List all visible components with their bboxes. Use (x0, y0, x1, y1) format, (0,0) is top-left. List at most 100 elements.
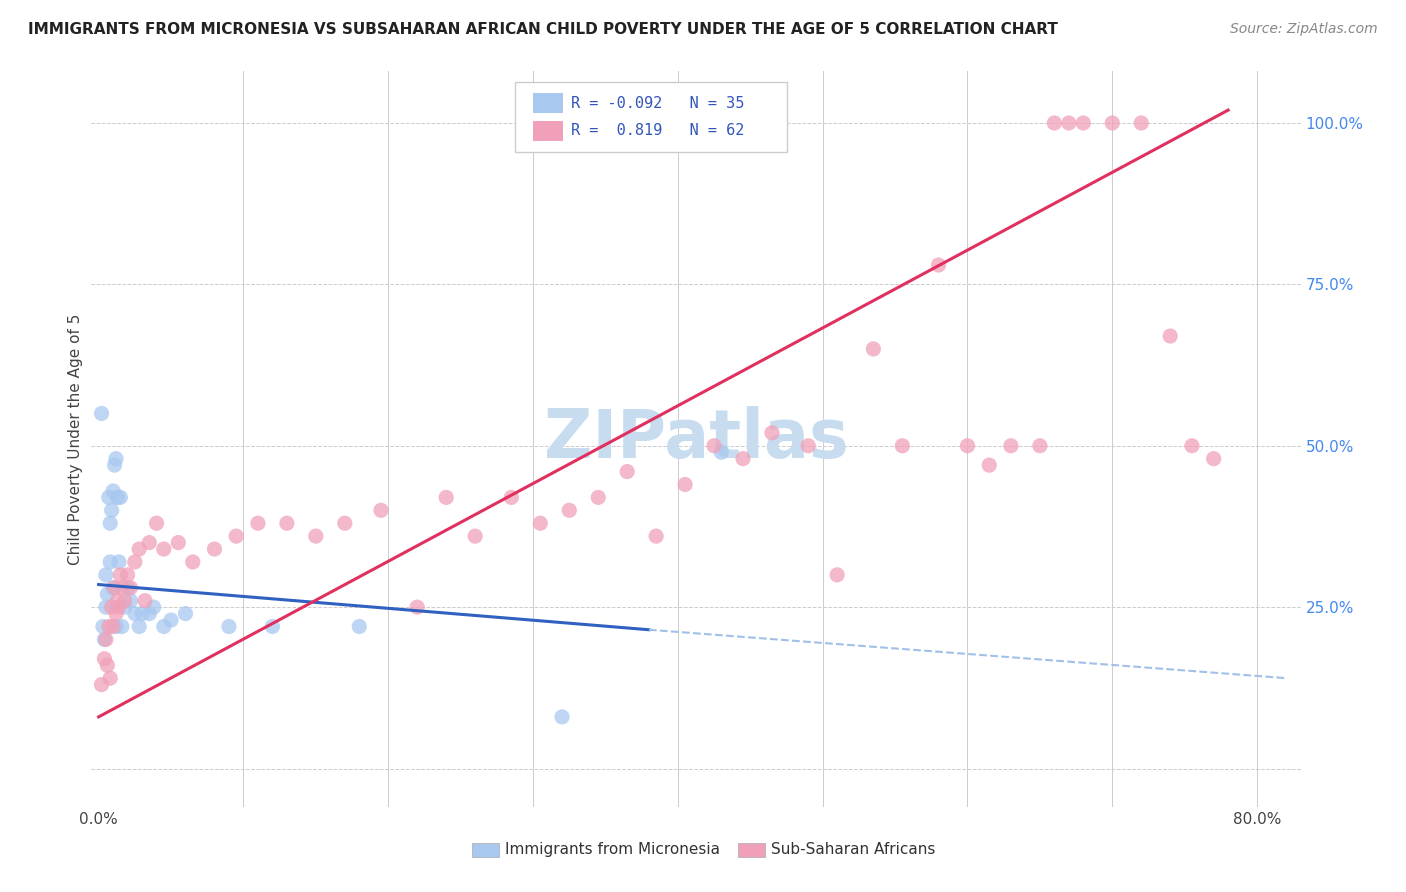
Point (1202, 451, 1225, 466)
Point (117, 581, 139, 595)
Point (94, 567, 117, 582)
Point (434, 491, 457, 505)
Point (276, 516, 298, 531)
Point (501, 491, 523, 505)
Point (529, 516, 551, 531)
Point (93, 652, 115, 666)
Point (152, 619, 174, 633)
Point (94, 600, 117, 615)
Point (96, 658, 118, 673)
Point (107, 593, 129, 607)
Point (98, 555, 121, 569)
Point (97, 619, 120, 633)
Point (928, 258, 950, 272)
Point (174, 607, 197, 621)
Point (1101, 116, 1123, 130)
Point (138, 535, 160, 549)
Point (551, 710, 574, 724)
Point (761, 425, 783, 440)
Point (333, 516, 356, 531)
Point (128, 542, 150, 557)
Point (616, 465, 638, 479)
Point (1181, 439, 1204, 453)
Point (370, 503, 392, 517)
Point (103, 458, 125, 472)
Point (114, 600, 136, 615)
Point (167, 535, 190, 549)
Point (160, 613, 183, 627)
Point (1159, 329, 1181, 343)
Point (98, 516, 121, 531)
Point (645, 529, 668, 543)
Point (1073, 116, 1095, 130)
Point (262, 619, 284, 633)
Bar (533, 93, 562, 113)
Point (1000, 439, 1022, 453)
Point (825, 567, 848, 582)
Point (108, 600, 131, 615)
Point (101, 483, 124, 498)
Point (90, 407, 112, 421)
Point (710, 445, 733, 459)
Point (105, 451, 128, 466)
Point (181, 555, 204, 569)
Text: ZIPatlas: ZIPatlas (544, 407, 848, 472)
Point (134, 593, 156, 607)
Point (349, 619, 371, 633)
Point (218, 619, 240, 633)
Point (98, 671, 121, 685)
Point (131, 607, 153, 621)
Point (138, 607, 160, 621)
Point (105, 607, 128, 621)
Text: IMMIGRANTS FROM MICRONESIA VS SUBSAHARAN AFRICAN CHILD POVERTY UNDER THE AGE OF : IMMIGRANTS FROM MICRONESIA VS SUBSAHARAN… (28, 22, 1057, 37)
Point (145, 516, 167, 531)
Point (246, 516, 269, 531)
Point (1043, 116, 1066, 130)
Point (91, 619, 114, 633)
Point (100, 600, 122, 615)
Point (703, 439, 725, 453)
Point (110, 567, 132, 582)
Point (111, 619, 134, 633)
Text: Source: ZipAtlas.com: Source: ZipAtlas.com (1230, 22, 1378, 37)
Point (979, 458, 1001, 472)
Point (110, 491, 132, 505)
Point (93, 632, 115, 647)
Point (101, 581, 124, 595)
Point (103, 581, 125, 595)
Point (152, 542, 174, 557)
Point (96, 587, 118, 601)
Y-axis label: Child Poverty Under the Age of 5: Child Poverty Under the Age of 5 (67, 314, 83, 565)
Point (1029, 439, 1052, 453)
Point (120, 593, 142, 607)
Point (117, 567, 139, 582)
Text: Sub-Saharan Africans: Sub-Saharan Africans (770, 842, 935, 857)
Point (1057, 116, 1080, 130)
Point (111, 581, 134, 595)
Point (94, 632, 117, 647)
Point (305, 529, 328, 543)
Point (891, 439, 914, 453)
FancyBboxPatch shape (515, 82, 786, 153)
Point (731, 451, 754, 466)
Point (862, 342, 884, 356)
Point (124, 555, 146, 569)
Point (956, 439, 979, 453)
Point (128, 619, 150, 633)
Bar (738, 843, 765, 857)
Point (558, 503, 581, 517)
Point (97, 491, 120, 505)
Point (107, 491, 129, 505)
Point (90, 678, 112, 692)
Text: R = -0.092   N = 35: R = -0.092 N = 35 (571, 95, 745, 111)
Point (673, 477, 696, 491)
Point (1130, 116, 1153, 130)
Point (105, 619, 128, 633)
Point (114, 593, 136, 607)
Point (464, 529, 486, 543)
Point (406, 600, 429, 615)
Text: Immigrants from Micronesia: Immigrants from Micronesia (505, 842, 720, 857)
Point (124, 607, 146, 621)
Text: R =  0.819   N = 62: R = 0.819 N = 62 (571, 123, 745, 138)
Point (120, 581, 142, 595)
